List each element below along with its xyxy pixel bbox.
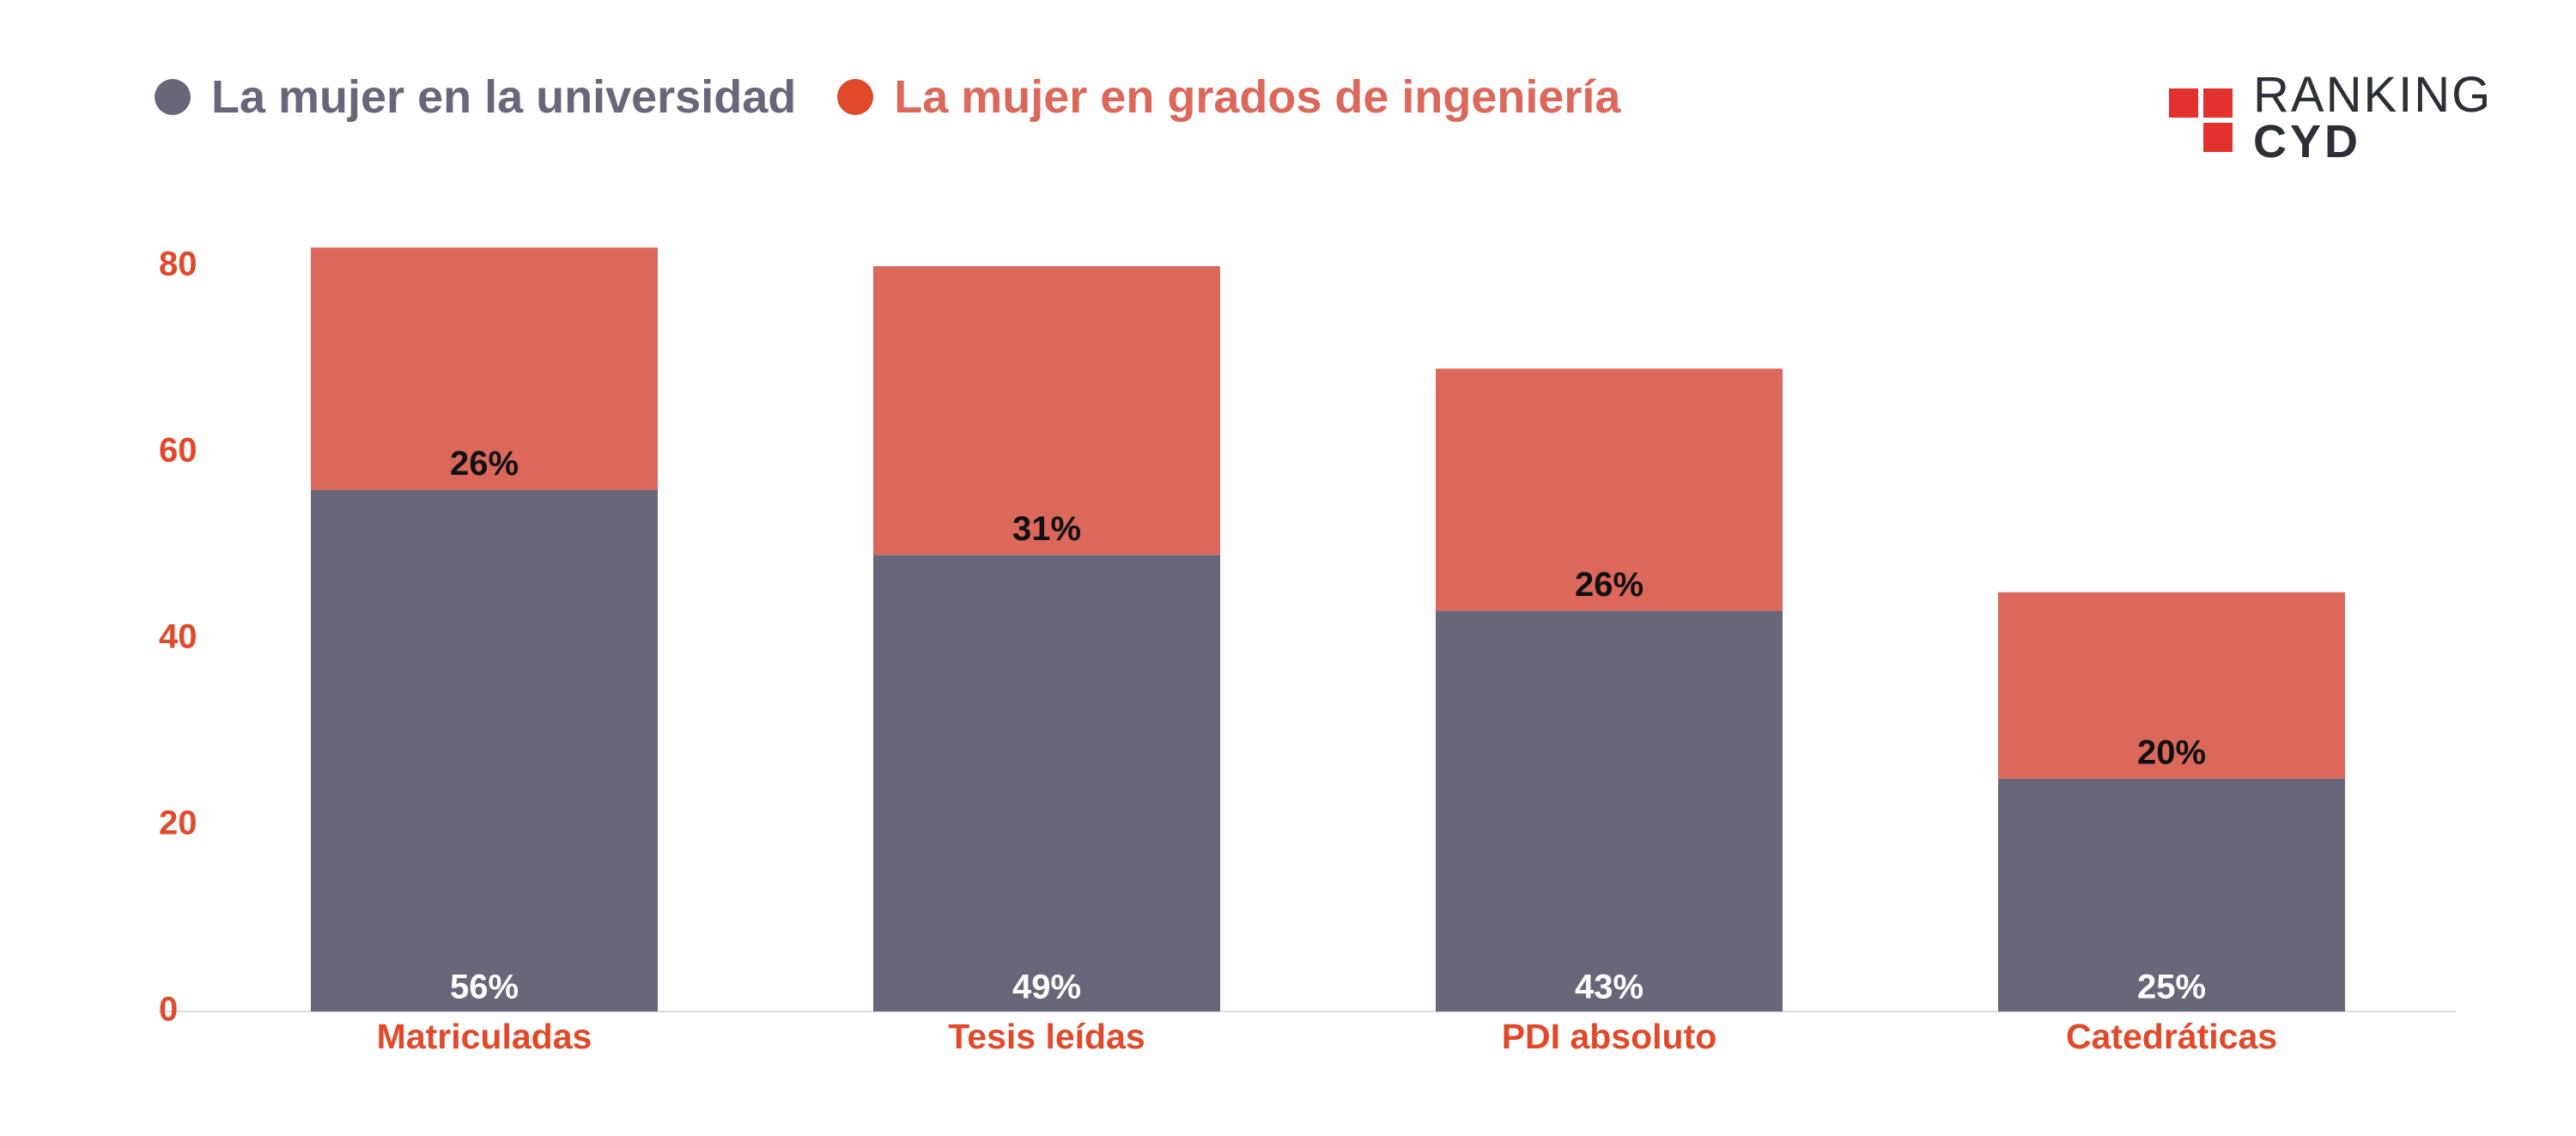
legend-swatch-universidad [155, 79, 191, 115]
legend: La mujer en la universidad La mujer en g… [155, 70, 1662, 124]
bar-ingenieria [1436, 368, 1783, 611]
legend-item-universidad: La mujer en la universidad [155, 70, 796, 124]
y-tick-label: 60 [159, 432, 197, 470]
data-label-universidad: 43% [1575, 969, 1643, 1006]
bar-universidad [1436, 611, 1783, 1011]
data-label-ingenieria: 26% [1575, 566, 1643, 604]
logo-text-cyd: CYD [2253, 116, 2362, 167]
y-tick-label: 40 [159, 618, 197, 656]
y-tick-label: 80 [159, 246, 197, 283]
bar-ingenieria [1998, 592, 2345, 779]
bar-ingenieria [311, 247, 658, 490]
data-label-ingenieria: 26% [450, 445, 519, 483]
data-label-universidad: 56% [450, 969, 519, 1006]
logo-square-2 [2203, 88, 2233, 118]
legend-label-ingenieria: La mujer en grados de ingeniería [894, 71, 1621, 123]
legend-label-universidad: La mujer en la universidad [211, 71, 797, 123]
bar-universidad [311, 489, 658, 1011]
data-label-universidad: 49% [1012, 969, 1081, 1006]
bar-universidad [1998, 778, 2345, 1011]
bar-ingenieria [873, 266, 1220, 556]
bar-universidad [873, 555, 1220, 1011]
x-category-label: PDI absoluto [1502, 1017, 1717, 1056]
logo-square-3 [2203, 123, 2233, 152]
x-category-label: Catedráticas [2066, 1017, 2277, 1056]
logo-text-ranking: RANKING [2253, 67, 2493, 123]
x-category-label: Tesis leídas [948, 1017, 1145, 1056]
data-label-ingenieria: 20% [2137, 733, 2206, 771]
logo-square-1 [2169, 88, 2198, 118]
legend-swatch-ingenieria [837, 79, 874, 115]
legend-item-ingenieria: La mujer en grados de ingeniería [837, 70, 1620, 124]
x-category-label: Matriculadas [377, 1017, 592, 1056]
y-tick-label: 0 [159, 991, 178, 1029]
data-label-ingenieria: 31% [1012, 510, 1081, 548]
y-tick-label: 20 [159, 805, 197, 842]
data-label-universidad: 25% [2137, 969, 2206, 1006]
ranking-cyd-logo: RANKING CYD [2169, 70, 2495, 168]
